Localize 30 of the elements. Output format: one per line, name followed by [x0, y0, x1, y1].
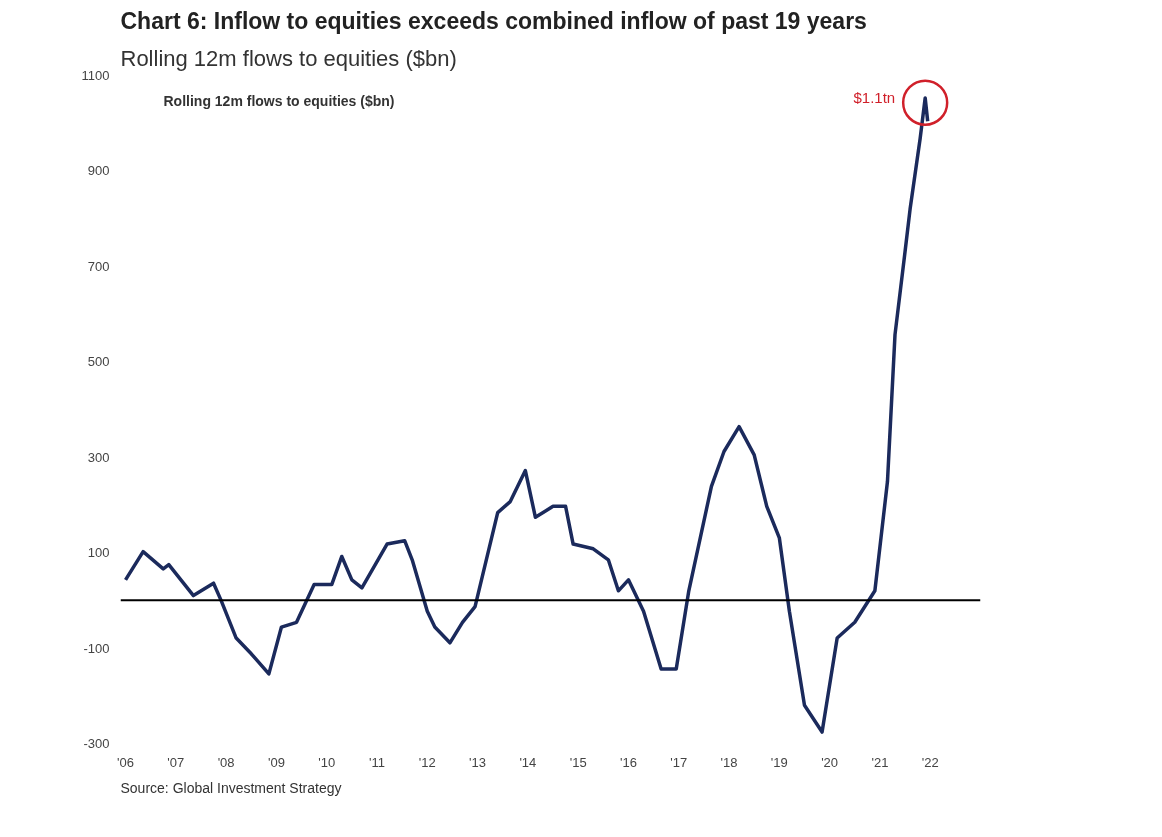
- x-tick-label: '20: [821, 754, 839, 770]
- x-tick-label: '16: [619, 754, 637, 770]
- x-tick-label: '17: [670, 754, 688, 770]
- x-tick-label: '14: [519, 754, 537, 770]
- y-tick-label: 700: [87, 258, 110, 274]
- x-tick-label: '06: [117, 754, 135, 770]
- y-tick-label: -300: [83, 736, 110, 751]
- annotation: $1.1tn: [853, 88, 896, 106]
- x-tick-label: '15: [569, 754, 587, 770]
- x-tick-label: '21: [871, 754, 889, 770]
- x-tick-label: '08: [217, 754, 235, 770]
- x-tick-label: '18: [720, 754, 738, 770]
- y-tick-label: 1100: [81, 68, 110, 83]
- x-tick-label: '09: [267, 754, 285, 770]
- annotation: Rolling 12m flows to equities ($bn): [163, 92, 395, 109]
- y-tick-label: -100: [83, 640, 110, 656]
- y-tick-label: 500: [87, 354, 110, 370]
- y-tick-label: 300: [87, 449, 110, 465]
- x-tick-label: '10: [318, 754, 336, 770]
- x-tick-label: '13: [469, 754, 487, 770]
- chart-title: Chart 6: Inflow to equities exceeds combined inflow of past 19 years: [120, 7, 867, 34]
- x-tick-label: '22: [921, 754, 939, 770]
- y-tick-label: 100: [87, 545, 110, 561]
- source-note: Source: Global Investment Strategy: [120, 779, 342, 796]
- x-tick-label: '07: [167, 754, 185, 770]
- y-tick-label: 900: [87, 163, 110, 179]
- x-tick-label: '11: [369, 754, 385, 770]
- chart-subtitle: Rolling 12m flows to equities ($bn): [120, 45, 457, 71]
- x-tick-label: '19: [770, 754, 788, 770]
- x-tick-label: '12: [418, 754, 436, 770]
